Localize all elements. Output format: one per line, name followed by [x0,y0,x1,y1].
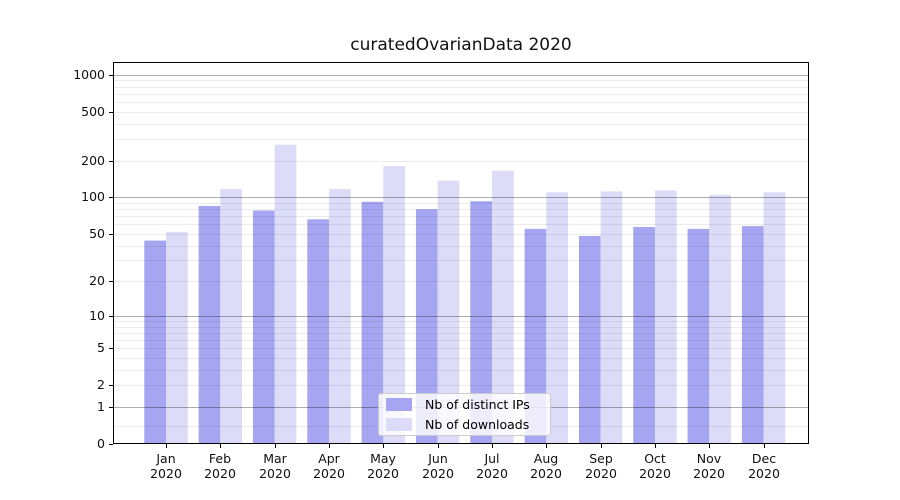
bar-distinct-ips-11 [741,226,764,444]
legend-label-distinct-ips: Nb of distinct IPs [425,397,530,412]
y-tick-mark [109,112,113,113]
y-tick-label: 10 [89,308,105,323]
legend-label-downloads: Nb of downloads [425,417,530,432]
bar-downloads-1 [220,189,243,444]
x-tick-label: Dec 2020 [748,451,780,481]
bar-distinct-ips-3 [307,219,329,444]
legend-swatch-distinct-ips [386,398,412,411]
y-tick-mark [109,234,113,235]
x-tick-mark [546,444,547,448]
bar-distinct-ips-6 [470,201,492,444]
x-tick-mark [220,444,221,448]
y-tick-label: 1 [97,399,105,414]
y-tick-mark [109,281,113,282]
plot-frame [113,62,809,444]
y-tick-label: 100 [81,189,105,204]
x-tick-label: Jun 2020 [422,451,454,481]
x-tick-mark [601,444,602,448]
y-tick-mark [109,161,113,162]
x-tick-label: May 2020 [367,451,399,481]
x-tick-mark [764,444,765,448]
bar-downloads-11 [763,192,786,444]
bar-downloads-3 [328,189,351,444]
x-tick-mark [709,444,710,448]
x-tick-mark [275,444,276,448]
y-tick-mark [109,385,113,386]
y-tick-label: 1000 [73,67,105,82]
legend-swatch-downloads [386,418,412,431]
bar-distinct-ips-10 [687,228,710,444]
y-tick-mark [109,197,113,198]
x-tick-label: Feb 2020 [204,451,236,481]
x-tick-mark [492,444,493,448]
x-tick-label: Apr 2020 [313,451,345,481]
x-tick-label: Oct 2020 [639,451,671,481]
x-tick-label: Sep 2020 [585,451,617,481]
y-tick-mark [109,75,113,76]
y-tick-label: 20 [89,273,105,288]
plot-area: Nb of distinct IPs Nb of downloads [113,62,809,444]
x-tick-mark [329,444,330,448]
bar-downloads-4 [383,166,406,444]
bar-downloads-9 [654,190,677,444]
y-tick-label: 50 [89,226,105,241]
x-tick-label: Nov 2020 [693,451,725,481]
x-tick-label: Aug 2020 [530,451,562,481]
y-tick-label: 5 [97,340,105,355]
y-tick-mark [109,444,113,445]
bar-distinct-ips-0 [144,240,166,444]
bar-distinct-ips-5 [415,209,438,444]
bar-downloads-6 [491,170,514,444]
bar-distinct-ips-9 [633,227,655,444]
y-tick-mark [109,348,113,349]
x-tick-label: Jul 2020 [476,451,508,481]
bar-distinct-ips-7 [524,228,547,444]
bar-distinct-ips-4 [361,201,384,444]
y-tick-mark [109,407,113,408]
y-tick-label: 200 [81,153,105,168]
bar-distinct-ips-2 [252,210,275,444]
legend-item-downloads: Nb of downloads [386,417,550,432]
bar-downloads-10 [709,194,731,444]
x-tick-mark [438,444,439,448]
y-tick-label: 0 [97,436,105,451]
bar-distinct-ips-1 [198,205,221,444]
bar-downloads-2 [274,144,297,444]
y-tick-mark [109,316,113,317]
legend-item-distinct-ips: Nb of distinct IPs [386,397,550,412]
x-tick-mark [383,444,384,448]
bar-downloads-7 [546,192,569,444]
x-tick-mark [166,444,167,448]
x-tick-label: Mar 2020 [259,451,291,481]
bar-downloads-5 [437,180,460,444]
bar-distinct-ips-8 [578,236,601,444]
x-tick-label: Jan 2020 [150,451,182,481]
y-tick-label: 2 [97,377,105,392]
x-tick-mark [655,444,656,448]
bar-downloads-8 [600,191,623,444]
bar-downloads-0 [166,231,188,444]
y-tick-label: 500 [81,104,105,119]
chart-title: curatedOvarianData 2020 [350,35,572,55]
plot-canvas [113,62,809,444]
legend: Nb of distinct IPs Nb of downloads [378,393,551,436]
